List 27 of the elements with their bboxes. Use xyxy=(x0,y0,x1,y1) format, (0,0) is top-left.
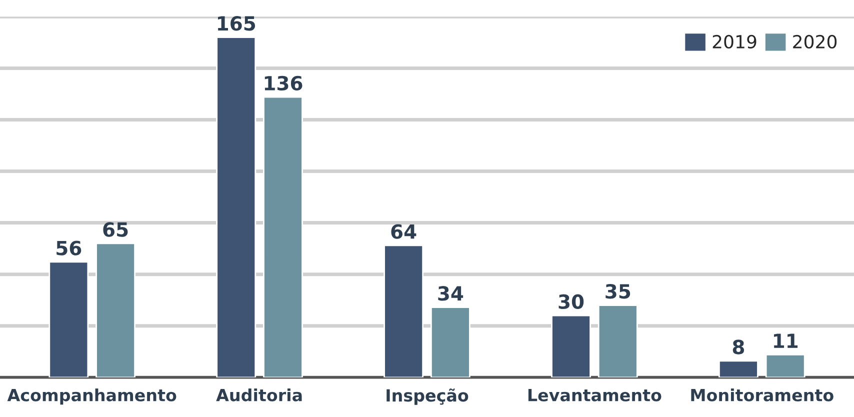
data-label: 35 xyxy=(606,284,630,299)
data-label: 56 xyxy=(56,240,82,256)
legend-label: 2020 xyxy=(793,34,837,49)
data-label: 64 xyxy=(391,224,416,239)
data-label: 165 xyxy=(218,16,256,31)
bar xyxy=(48,261,89,378)
bar xyxy=(263,96,303,378)
bar xyxy=(216,36,256,378)
data-label: 136 xyxy=(264,76,302,91)
x-tick-label: Monitoramento xyxy=(691,388,834,402)
bar xyxy=(430,306,470,378)
bar xyxy=(96,242,136,378)
legend-label: 2019 xyxy=(712,34,756,49)
bar xyxy=(551,314,591,378)
x-tick-label: Auditoria xyxy=(216,388,302,402)
bar xyxy=(384,244,424,378)
x-tick-label: Inspeção xyxy=(386,388,468,405)
data-label: 11 xyxy=(774,334,798,348)
data-label: 8 xyxy=(732,340,744,354)
data-label: 34 xyxy=(438,286,464,301)
data-label: 30 xyxy=(558,294,584,310)
x-tick-label: Levantamento xyxy=(528,389,662,402)
x-tick-label: Acompanhamento xyxy=(7,388,176,405)
bar xyxy=(598,304,638,378)
data-label: 65 xyxy=(103,222,128,237)
bar xyxy=(765,354,806,378)
bar xyxy=(718,360,758,378)
